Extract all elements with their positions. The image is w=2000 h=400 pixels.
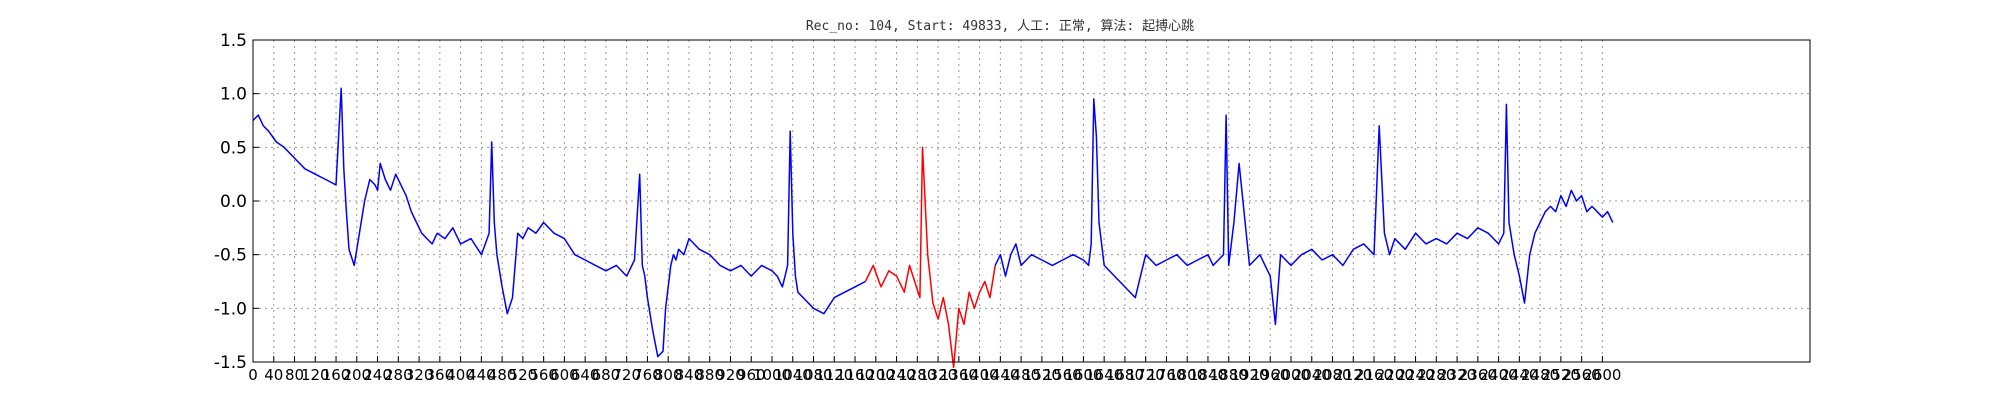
x-tick-label: 1440 — [981, 366, 1019, 384]
x-tick-label: 2040 — [1293, 366, 1331, 384]
x-tick-label: 2600 — [1583, 366, 1621, 384]
x-tick-label: 2160 — [1355, 366, 1393, 384]
x-tick-label: 2400 — [1480, 366, 1518, 384]
x-tick-label: 0 — [248, 366, 258, 384]
x-tick-label: 320 — [405, 366, 434, 384]
x-tick-label: 1680 — [1106, 366, 1144, 384]
x-tick-label: 800 — [654, 366, 683, 384]
x-tick-label: 440 — [467, 366, 496, 384]
x-tick-label: 2480 — [1521, 366, 1559, 384]
chart-title: Rec_no: 104, Start: 49833, 人工: 正常, 算法: 起… — [806, 18, 1194, 34]
y-tick-label: 0.5 — [220, 138, 247, 158]
series-line-3 — [994, 98, 1614, 326]
x-tick-label: 80 — [285, 366, 304, 384]
x-tick-label: 2200 — [1376, 366, 1414, 384]
x-tick-label: 1720 — [1127, 366, 1165, 384]
x-tick-label: 1960 — [1251, 366, 1289, 384]
series-line-1 — [252, 87, 866, 358]
x-tick-label: 1360 — [940, 366, 978, 384]
x-tick-label: 680 — [592, 366, 621, 384]
x-tick-label: 2320 — [1438, 366, 1476, 384]
x-tick-label: 520 — [509, 366, 538, 384]
x-tick-label: 1160 — [836, 366, 874, 384]
grid-lines — [253, 40, 1810, 362]
x-tick-label: 1640 — [1085, 366, 1123, 384]
x-tick-label: 1840 — [1189, 366, 1227, 384]
x-tick-label: 1400 — [961, 366, 999, 384]
x-tick-label: 160 — [322, 366, 351, 384]
x-tick-label: 920 — [716, 366, 745, 384]
x-tick-label: 2080 — [1313, 366, 1351, 384]
x-tick-label: 1520 — [1023, 366, 1061, 384]
x-tick-label: 1920 — [1230, 366, 1268, 384]
x-tick-label: 360 — [426, 366, 455, 384]
x-tick-label: 840 — [675, 366, 704, 384]
y-axis-ticks: -1.5 -1.0 -0.5 0.0 0.5 1.0 1.5 — [214, 31, 259, 373]
x-tick-label: 40 — [264, 366, 283, 384]
x-tick-label: 600 — [550, 366, 579, 384]
x-tick-label: 560 — [529, 366, 558, 384]
x-tick-label: 2120 — [1334, 366, 1372, 384]
y-tick-label: 1.5 — [220, 31, 247, 51]
series-line-2 — [864, 146, 996, 369]
y-tick-label: -0.5 — [214, 246, 247, 266]
x-tick-label: 2520 — [1542, 366, 1580, 384]
x-tick-label: 2240 — [1396, 366, 1434, 384]
x-tick-label: 640 — [571, 366, 600, 384]
x-tick-label: 120 — [301, 366, 330, 384]
x-tick-label: 2560 — [1563, 366, 1601, 384]
x-tick-label: 280 — [384, 366, 413, 384]
x-tick-label: 1760 — [1147, 366, 1185, 384]
x-axis-ticks: 0 40 8012016020024028032036040044048052056… — [248, 356, 1621, 384]
x-tick-label: 880 — [695, 366, 724, 384]
x-tick-label: 2440 — [1500, 366, 1538, 384]
x-tick-label: 1240 — [877, 366, 915, 384]
x-tick-label: 1040 — [774, 366, 812, 384]
series-layer — [252, 87, 1614, 369]
y-tick-label: 0.0 — [220, 192, 247, 212]
y-tick-label: -1.5 — [214, 353, 247, 373]
x-tick-label: 2360 — [1459, 366, 1497, 384]
x-tick-label: 1560 — [1044, 366, 1082, 384]
y-tick-label: -1.0 — [214, 299, 247, 319]
x-tick-label: 2280 — [1417, 366, 1455, 384]
x-tick-label: 760 — [633, 366, 662, 384]
x-tick-label: 960 — [737, 366, 766, 384]
x-tick-label: 400 — [446, 366, 475, 384]
x-tick-label: 1200 — [857, 366, 895, 384]
x-tick-label: 200 — [342, 366, 371, 384]
y-tick-label: 1.0 — [220, 85, 247, 105]
x-tick-label: 1000 — [753, 366, 791, 384]
x-tick-label: 1880 — [1210, 366, 1248, 384]
x-tick-label: 1320 — [919, 366, 957, 384]
x-tick-label: 1480 — [1002, 366, 1040, 384]
x-tick-label: 1080 — [794, 366, 832, 384]
x-tick-label: 480 — [488, 366, 517, 384]
x-tick-label: 2000 — [1272, 366, 1310, 384]
x-tick-label: 240 — [363, 366, 392, 384]
x-tick-label: 1120 — [815, 366, 853, 384]
x-tick-label: 1280 — [898, 366, 936, 384]
x-tick-label: 1800 — [1168, 366, 1206, 384]
x-tick-label: 720 — [612, 366, 641, 384]
x-tick-label: 1600 — [1064, 366, 1102, 384]
